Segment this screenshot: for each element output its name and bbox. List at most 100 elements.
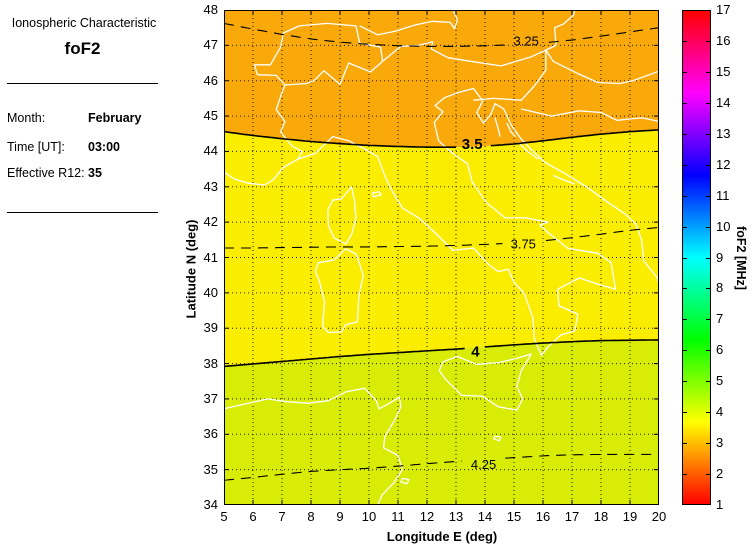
contour-line-3.5 xyxy=(490,129,660,147)
divider xyxy=(7,212,158,213)
coastline-corsica xyxy=(327,186,357,245)
y-tick-label: 35 xyxy=(203,461,218,477)
x-tick-label: 7 xyxy=(278,509,286,524)
colorbar-tick-label: 17 xyxy=(716,2,731,17)
colorbar-tick xyxy=(706,102,711,104)
colorbar-tick xyxy=(706,40,711,42)
coastline-austria-hungary-border xyxy=(545,9,576,51)
colorbar-tick-label: 13 xyxy=(716,125,731,141)
contour-label-4: 4 xyxy=(471,343,480,360)
x-tick-label: 16 xyxy=(535,509,551,524)
colorbar-tick xyxy=(682,319,687,321)
contour-line-4.25 xyxy=(223,460,462,481)
x-tick-label: 17 xyxy=(564,509,580,524)
x-tick-label: 10 xyxy=(361,509,377,524)
contour-label-3.5: 3.5 xyxy=(462,136,483,153)
divider xyxy=(7,83,158,84)
colorbar-tick-label: 9 xyxy=(716,249,724,265)
x-axis-title: Longitude E (deg) xyxy=(386,529,498,544)
colorbar-tick-label: 5 xyxy=(716,373,724,389)
panel-title: Ionospheric Characteristic xyxy=(11,16,157,30)
colorbar-tick xyxy=(682,288,687,290)
colorbar-tick xyxy=(706,195,711,197)
coastline-dalmatia-island-1 xyxy=(517,142,539,160)
coastline-malta xyxy=(493,435,502,442)
colorbar-tick-label: 8 xyxy=(716,280,724,296)
x-tick-label: 8 xyxy=(307,509,315,524)
colorbar-tick xyxy=(706,164,711,166)
colorbar-tick xyxy=(682,40,687,42)
coastline-north-africa-coast xyxy=(223,387,404,506)
x-tick-label: 19 xyxy=(622,509,638,524)
contour-line-4.25 xyxy=(505,453,659,459)
coastline-europe-mainland-coast xyxy=(223,87,660,357)
month-label: Month: xyxy=(7,111,46,125)
colorbar-tick xyxy=(706,226,711,228)
y-tick-label: 46 xyxy=(203,72,218,88)
coastline-djerba xyxy=(400,477,410,485)
colorbar-tick-label: 6 xyxy=(716,342,724,358)
colorbar-tick xyxy=(682,71,687,73)
effective-r12-value: 35 xyxy=(88,166,102,180)
colorbar-tick xyxy=(682,257,687,259)
x-tick-label: 9 xyxy=(336,509,344,524)
y-tick-label: 43 xyxy=(203,178,218,194)
y-tick-label: 44 xyxy=(203,143,218,159)
info-row-effective-r12: Effective R12: 35 xyxy=(7,166,217,180)
colorbar-tick-label: 16 xyxy=(716,32,731,48)
colorbar-tick xyxy=(706,412,711,414)
colorbar-tick xyxy=(682,102,687,104)
contour-line-4 xyxy=(484,339,659,348)
y-tick-label: 36 xyxy=(203,426,218,442)
colorbar-tick xyxy=(682,381,687,383)
x-tick-label: 11 xyxy=(391,509,405,524)
coastline-sardinia xyxy=(314,248,364,334)
coastline-pag-island xyxy=(506,122,516,138)
colorbar-tick-label: 10 xyxy=(716,218,731,234)
plot-border xyxy=(224,10,659,505)
colorbar-tick xyxy=(706,257,711,259)
colorbar-tick xyxy=(682,133,687,135)
contour-label-4.25: 4.25 xyxy=(471,457,496,472)
colorbar-tick-label: 7 xyxy=(716,311,724,327)
contour-map-plot: 3.25 3.5 3.75 4 4.25 xyxy=(223,9,660,506)
coastline-slovenia-croatia-border xyxy=(473,50,547,101)
colorbar-tick xyxy=(706,474,711,476)
coastline-austria-germany-border xyxy=(359,9,459,36)
fill-band xyxy=(224,10,659,148)
fill-band xyxy=(224,129,659,367)
colorbar-tick xyxy=(682,164,687,166)
contour-line-3.25 xyxy=(223,22,506,47)
info-row-time: Time [UT]: 03:00 xyxy=(7,140,217,154)
colorbar-tick-label: 15 xyxy=(716,63,731,79)
colorbar-tick xyxy=(682,412,687,414)
x-tick-label: 6 xyxy=(249,509,257,524)
colorbar-tick xyxy=(706,288,711,290)
colorbar-tick-label: 2 xyxy=(716,466,724,482)
colorbar-tick xyxy=(706,381,711,383)
y-tick-label: 40 xyxy=(203,284,218,300)
coastline-cres-island xyxy=(494,117,501,137)
colorbar-tick xyxy=(682,474,687,476)
y-tick-label: 34 xyxy=(203,497,218,512)
contour-line-4 xyxy=(223,347,465,368)
coastline-france-italy-border xyxy=(275,84,303,160)
contour-line-3.75 xyxy=(224,243,503,249)
y-tick-label: 45 xyxy=(203,108,218,124)
x-tick-label: 18 xyxy=(593,509,609,524)
colorbar-tick xyxy=(682,195,687,197)
y-axis-title: Latitude N (deg) xyxy=(183,219,199,319)
colorbar-tick xyxy=(706,443,711,445)
y-tick-label: 37 xyxy=(203,390,218,406)
x-tick-label: 13 xyxy=(448,509,464,524)
y-tick-label: 48 xyxy=(203,2,218,17)
fill-band xyxy=(224,339,659,505)
coastline-elba xyxy=(371,191,382,198)
contour-line-3.25 xyxy=(548,27,660,43)
x-tick-label: 5 xyxy=(220,509,228,524)
coastline-dalmatia-island-2 xyxy=(552,174,576,185)
month-value: February xyxy=(88,111,142,125)
coastline-sava-border xyxy=(521,108,660,123)
contour-line-3.75 xyxy=(545,226,660,242)
time-label: Time [UT]: xyxy=(7,140,65,154)
